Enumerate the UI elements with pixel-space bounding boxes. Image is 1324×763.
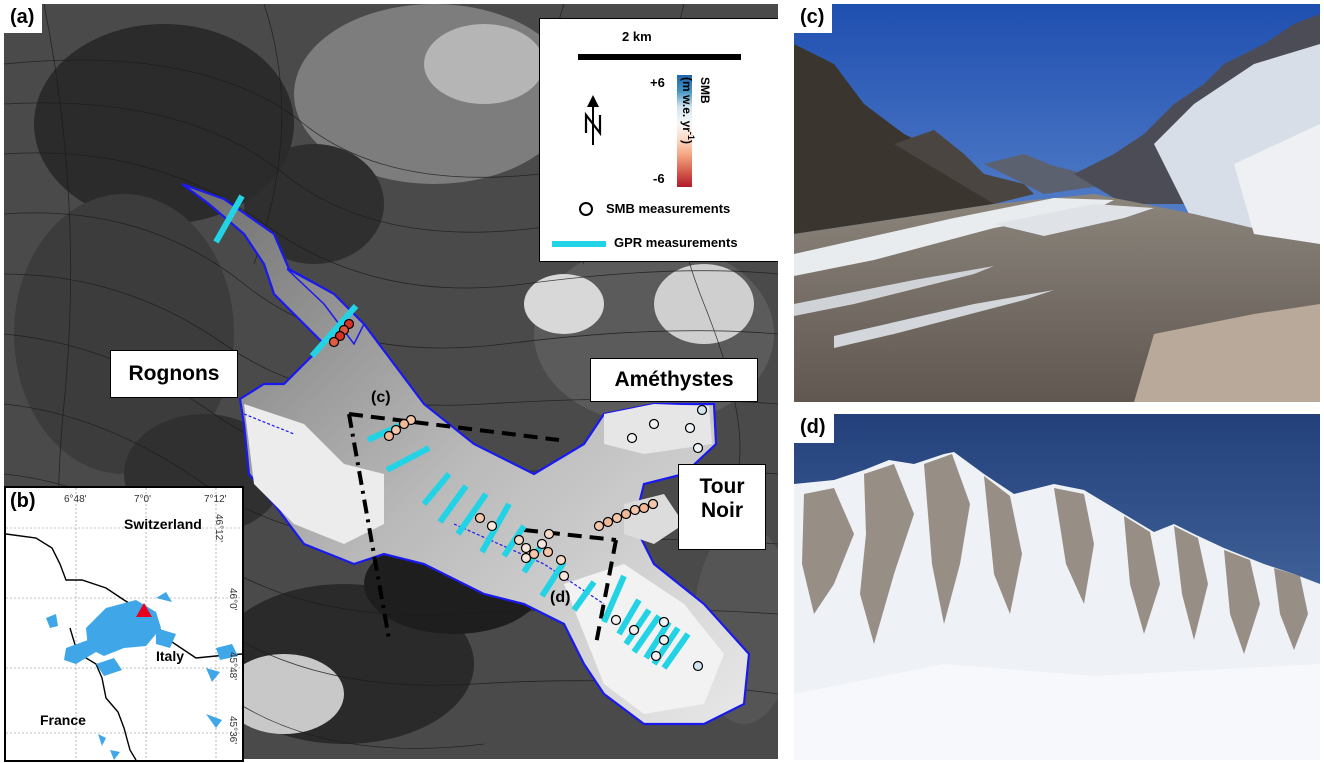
colorbar-title: SMB (m w.e. yr-1)	[680, 77, 768, 187]
smb-legend-label: SMB measurements	[606, 201, 731, 216]
map-panel: (c) (d) (a) Rognons Améthystes Tour Noir…	[4, 4, 778, 759]
photo-d: (d)	[794, 414, 1320, 760]
inset-map-graphic	[6, 488, 242, 760]
country-border	[6, 533, 242, 659]
smb-measurements	[328, 318, 708, 672]
north-arrow-icon	[580, 95, 606, 147]
tour-noir-label: Tour Noir	[678, 464, 766, 550]
panel-label-c: (c)	[794, 4, 833, 33]
lat-tick-4: 45°36'	[227, 716, 238, 745]
view-c-marker: (c)	[371, 389, 391, 406]
colorbar-units: (m w.e. yr	[680, 77, 694, 132]
colorbar-max: +6	[650, 75, 665, 90]
mountain-ridge-photo	[794, 414, 1320, 760]
smb-legend-icon	[579, 202, 593, 216]
rognons-label: Rognons	[110, 350, 238, 398]
study-site-marker-icon	[136, 603, 152, 617]
amethystes-label: Améthystes	[590, 358, 758, 402]
italy-label: Italy	[156, 648, 185, 664]
colorbar-min: -6	[653, 171, 665, 186]
panel-label-a: (a)	[4, 4, 43, 33]
view-d-marker: (d)	[550, 589, 570, 606]
inset-map: (b) 6°48' 7°0' 7°12' 46°12' 46°0' 45°48'…	[4, 486, 244, 762]
colorbar-title-text: SMB	[698, 77, 712, 104]
gpr-legend-label: GPR measurements	[614, 235, 738, 250]
scale-label: 2 km	[622, 29, 652, 44]
colorbar-units-sup: -1	[686, 131, 696, 140]
lat-tick-3: 45°48'	[227, 652, 238, 681]
tour-noir-line1: Tour	[699, 475, 745, 498]
scale-bar	[578, 54, 741, 60]
smb-colorbar	[677, 75, 692, 187]
panel-label-d: (d)	[794, 414, 834, 443]
lat-tick-2: 46°0'	[227, 588, 238, 611]
lon-tick-3: 7°12'	[204, 494, 227, 505]
glacier-valley-photo	[794, 4, 1320, 402]
lon-tick-1: 6°48'	[64, 494, 87, 505]
photo-c: (c)	[794, 4, 1320, 402]
lon-tick-2: 7°0'	[134, 494, 152, 505]
panel-label-b: (b)	[6, 488, 42, 517]
tour-noir-line2: Noir	[701, 499, 743, 522]
view-direction-lines	[347, 412, 618, 645]
rock-outcrops	[802, 454, 1308, 654]
gpr-legend-icon	[552, 241, 606, 247]
france-label: France	[40, 712, 86, 728]
colorbar-units-end: )	[680, 139, 694, 144]
lat-tick-1: 46°12'	[213, 514, 224, 543]
map-legend: 2 km N +6 -6 SMB (m w.e. yr-1) SMB measu…	[539, 18, 778, 262]
switzerland-label: Switzerland	[124, 516, 202, 532]
